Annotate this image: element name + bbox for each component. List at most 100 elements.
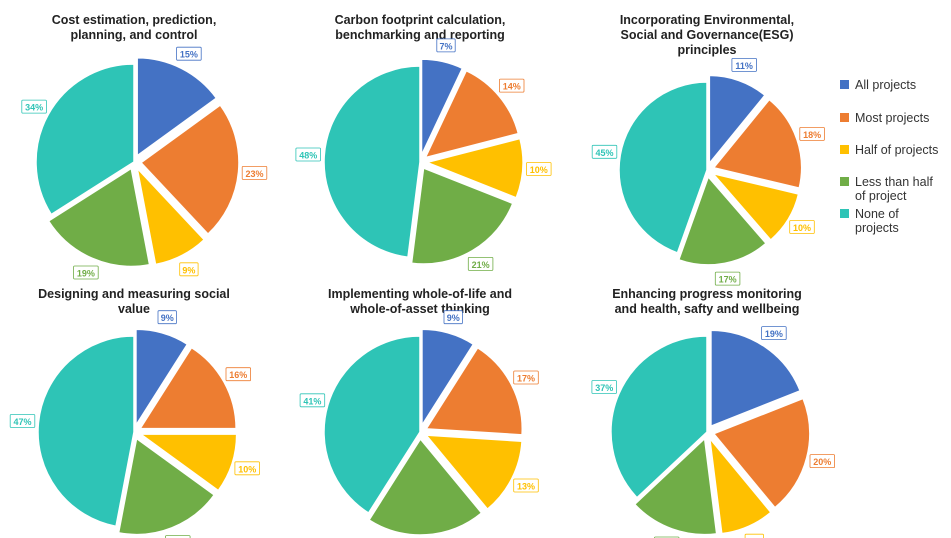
pie-slice-none-of-projects (323, 335, 421, 515)
data-label-text: 48% (299, 151, 317, 161)
data-label: 16% (225, 367, 252, 382)
pie-slice-less-than-half (677, 175, 768, 266)
legend-label: Most projects (855, 111, 929, 125)
chart-title: Cost estimation, prediction, planning, an… (52, 13, 217, 42)
data-label: 21% (467, 256, 494, 271)
data-label-text: 10% (238, 464, 256, 474)
data-label-text: 10% (530, 165, 548, 175)
legend-swatch (840, 113, 849, 122)
pie-slice-half-of-projects (424, 434, 523, 511)
pie-slice-less-than-half (117, 437, 216, 536)
legend-item-none-of-projects: None of projects (840, 207, 899, 235)
pie-slice-none-of-projects (35, 63, 135, 216)
pie-chart-5: Implementing whole-of-life and whole-of-a… (299, 287, 539, 536)
legend-label: All projects (855, 78, 916, 92)
data-label: 9% (744, 533, 764, 538)
data-label-text: 9% (182, 265, 195, 275)
legend-swatch (840, 209, 849, 218)
pie-slice-none-of-projects (323, 65, 421, 259)
legend-label: Half of projects (855, 143, 938, 157)
pie-chart-6: Enhancing progress monitoring and health,… (591, 287, 836, 538)
data-label: 9% (157, 310, 177, 325)
data-label-text: 34% (25, 103, 43, 113)
legend-label: None of projects (855, 207, 899, 235)
data-label: 19% (761, 326, 787, 341)
data-label: 17% (513, 370, 539, 385)
data-label-text: 19% (77, 269, 95, 279)
data-label: 7% (436, 38, 456, 53)
chart-title: Incorporating Environmental, Social and G… (620, 13, 794, 57)
pie-chart-3: Incorporating Environmental, Social and G… (591, 13, 825, 286)
pie-slice-all-projects (421, 328, 475, 428)
chart-title: Implementing whole-of-life and whole-of-a… (328, 287, 512, 316)
data-label: 48% (295, 147, 321, 162)
data-label: 11% (731, 58, 757, 72)
pie-slice-most-projects (424, 346, 523, 436)
pie-slice-less-than-half (410, 166, 514, 265)
data-label-text: 37% (595, 383, 613, 393)
pie-slice-less-than-half (47, 167, 151, 268)
data-label: 37% (591, 380, 617, 394)
pie-slice-less-than-half (633, 437, 718, 536)
legend: All projects Most projects Half of project… (840, 78, 938, 235)
data-label: 47% (9, 414, 36, 428)
chart-title: Designing and measuring social value (38, 287, 230, 316)
data-label: 19% (73, 265, 99, 280)
legend-swatch (840, 177, 849, 186)
data-label: 10% (789, 220, 815, 234)
data-label: 9% (443, 310, 463, 325)
pie-slice-half-of-projects (708, 435, 773, 535)
data-label-text: 19% (765, 329, 783, 339)
pie-slice-all-projects (708, 74, 767, 166)
data-label-text: 9% (161, 313, 174, 323)
pie-slice-half-of-projects (710, 172, 800, 242)
chart-title: Carbon footprint calculation, benchmarkin… (335, 13, 506, 42)
data-label: 15% (176, 46, 202, 61)
data-label-text: 23% (245, 169, 263, 179)
data-label: 34% (21, 99, 47, 114)
legend-swatch (840, 145, 849, 154)
pie-slice-all-projects (420, 58, 464, 156)
legend-item-half-of-projects: Half of projects (840, 143, 938, 157)
pie-slice-most-projects (138, 346, 237, 430)
pie-chart-1: Cost estimation, prediction, planning, an… (21, 13, 268, 280)
data-label-text: 47% (13, 417, 31, 427)
data-label-text: 15% (180, 50, 198, 60)
data-label: 20% (809, 454, 836, 469)
data-label-text: 17% (517, 374, 535, 384)
pie-slice-half-of-projects (135, 165, 206, 266)
data-label-text: 14% (503, 82, 521, 92)
pie-slice-none-of-projects (37, 335, 135, 528)
data-label-text: 10% (793, 223, 811, 233)
pie-slice-less-than-half (367, 437, 483, 536)
data-label: 45% (591, 144, 618, 159)
data-label-text: 16% (229, 370, 247, 380)
data-label: 41% (299, 393, 326, 408)
data-label: 23% (241, 165, 268, 180)
data-label-text: 9% (748, 537, 761, 538)
data-label-text: 17% (719, 275, 737, 285)
data-label-text: 21% (472, 260, 490, 270)
data-label: 18% (165, 535, 191, 538)
pie-slice-all-projects (136, 57, 218, 158)
pie-slice-most-projects (712, 397, 811, 509)
legend-label: Less than half of project (855, 175, 933, 203)
pie-chart-2: Carbon footprint calculation, benchmarkin… (295, 13, 552, 271)
data-label-text: 45% (595, 148, 613, 158)
data-label: 9% (179, 262, 199, 277)
data-label-text: 18% (803, 130, 821, 140)
pie-slice-all-projects (710, 329, 802, 428)
pie-slice-most-projects (139, 104, 240, 236)
data-label: 10% (234, 461, 260, 476)
data-label: 14% (498, 78, 525, 93)
pie-slice-none-of-projects (610, 335, 708, 499)
data-label-text: 11% (735, 61, 753, 71)
data-label-text: 41% (303, 396, 321, 406)
legend-item-most-projects: Most projects (840, 111, 929, 125)
pie-slice-half-of-projects (138, 433, 238, 492)
data-label: 18% (799, 127, 825, 141)
data-label-text: 20% (813, 457, 831, 467)
data-label-text: 7% (439, 41, 452, 51)
